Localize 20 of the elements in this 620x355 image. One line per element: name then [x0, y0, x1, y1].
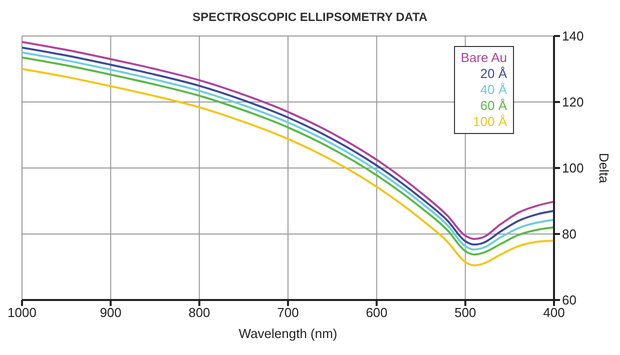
y-axis-title: Delta [596, 152, 612, 184]
x-tick-label: 700 [277, 305, 299, 320]
text: Bare Au [460, 50, 507, 66]
y-tick-label: 140 [562, 28, 584, 44]
y-tick-label: 100 [562, 160, 584, 176]
x-axis-title: Wavelength (nm) [238, 326, 338, 341]
x-tick-label: 600 [366, 305, 388, 320]
text: 60 Å [479, 98, 507, 114]
x-tick-label: 400 [543, 305, 565, 320]
x-tick-label: 900 [100, 305, 122, 320]
chart-title: SPECTROSCOPIC ELLIPSOMETRY DATA [192, 10, 428, 24]
text: 100 Å [472, 114, 507, 130]
x-tick-label: 500 [454, 305, 476, 320]
y-tick-label: 80 [562, 226, 576, 242]
x-tick-label: 1000 [8, 305, 36, 320]
y-tick-label: 120 [562, 94, 584, 110]
text: 40 Å [479, 82, 507, 98]
y-tick-label: 60 [562, 292, 576, 308]
text: 20 Å [479, 66, 507, 82]
x-tick-label: 800 [188, 305, 210, 320]
